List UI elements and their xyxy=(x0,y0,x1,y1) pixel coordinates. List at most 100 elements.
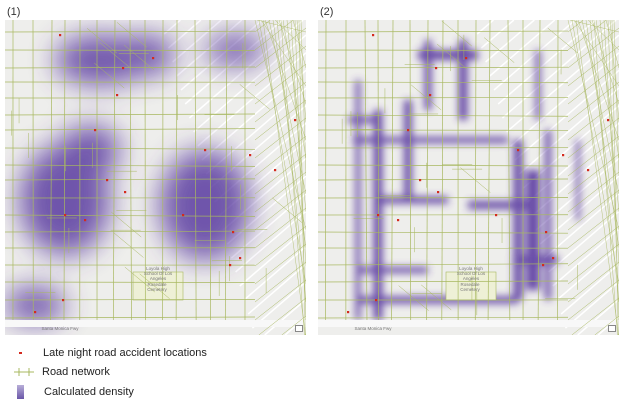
accident-point xyxy=(116,94,119,97)
road xyxy=(254,243,306,285)
road xyxy=(5,316,256,319)
freeway xyxy=(318,320,619,327)
road xyxy=(116,22,148,48)
road xyxy=(254,225,306,267)
legend-accidents: Late night road accident locations xyxy=(14,347,207,359)
panel-label-1: (1) xyxy=(7,6,21,18)
road xyxy=(391,20,394,321)
density-blob xyxy=(60,125,120,175)
freeway-label: Santa Monica Fwy xyxy=(41,326,79,331)
road xyxy=(5,66,256,69)
road xyxy=(254,153,306,195)
road xyxy=(587,20,619,51)
cemetery-area xyxy=(132,271,184,301)
road xyxy=(599,20,619,213)
road xyxy=(567,45,619,87)
accident-point xyxy=(152,57,155,60)
road xyxy=(571,20,619,285)
accident-point xyxy=(465,57,468,60)
road xyxy=(296,20,306,123)
road xyxy=(274,20,306,51)
road xyxy=(254,20,294,51)
road xyxy=(398,285,429,311)
accident-point xyxy=(62,299,65,302)
accident-point xyxy=(377,214,380,217)
accident-point xyxy=(542,264,545,267)
road xyxy=(567,153,619,195)
road xyxy=(567,225,619,267)
road xyxy=(318,114,569,117)
road xyxy=(254,45,306,87)
road xyxy=(436,43,468,70)
road xyxy=(124,266,156,293)
accident-point xyxy=(552,257,555,260)
road xyxy=(547,27,578,54)
legend-roads-label: Road network xyxy=(42,366,110,378)
road xyxy=(5,214,256,217)
road xyxy=(421,284,452,311)
road xyxy=(575,20,619,335)
road xyxy=(175,20,178,321)
road xyxy=(258,20,306,285)
accident-point xyxy=(182,214,185,217)
road xyxy=(567,189,619,231)
road xyxy=(5,128,256,131)
road xyxy=(318,97,569,99)
accident-point xyxy=(435,67,438,70)
road xyxy=(290,20,306,267)
road xyxy=(325,20,327,321)
road xyxy=(567,279,619,321)
road xyxy=(258,297,306,335)
road xyxy=(254,135,306,177)
density-swatch-icon xyxy=(17,385,24,399)
road xyxy=(63,20,66,321)
accident-point xyxy=(84,219,87,222)
road xyxy=(123,44,155,71)
road xyxy=(254,189,306,231)
accident-point xyxy=(562,154,565,157)
road xyxy=(318,66,569,69)
accident-point xyxy=(429,94,432,97)
road xyxy=(567,63,619,105)
road xyxy=(318,178,569,181)
road xyxy=(112,20,116,321)
accident-point xyxy=(106,179,109,182)
zoom-control[interactable] xyxy=(295,325,303,332)
road xyxy=(5,298,256,301)
panel-label-2: (2) xyxy=(320,6,334,18)
accident-point xyxy=(347,311,350,314)
zoom-control[interactable] xyxy=(608,325,616,332)
road xyxy=(603,20,619,267)
road-network-icon xyxy=(14,368,34,376)
density-map-network: Loyola High School Of Los Angeles Roseda… xyxy=(318,20,619,335)
road xyxy=(507,20,511,321)
accident-point xyxy=(294,119,297,122)
road xyxy=(318,280,569,283)
legend-roads: Road network xyxy=(14,366,110,378)
road xyxy=(567,20,619,231)
accident-point xyxy=(229,264,232,267)
road xyxy=(5,147,256,150)
road xyxy=(567,171,619,213)
school-label: Loyola High School Of Los Angeles xyxy=(143,266,173,281)
cemetery-label: Rosedale Cemetery xyxy=(147,282,167,292)
road xyxy=(50,20,53,321)
accident-point xyxy=(232,231,235,234)
road xyxy=(318,316,569,319)
legend-accidents-label: Late night road accident locations xyxy=(43,347,207,359)
accident-point xyxy=(59,34,62,37)
road xyxy=(300,20,306,177)
road xyxy=(194,20,197,321)
road xyxy=(426,20,429,321)
accident-point xyxy=(124,191,127,194)
road xyxy=(594,315,619,335)
road xyxy=(254,20,306,231)
density-blob xyxy=(160,150,250,260)
road xyxy=(591,20,619,105)
road xyxy=(294,20,306,321)
accident-point xyxy=(375,299,378,302)
road xyxy=(611,20,619,335)
road xyxy=(460,167,491,193)
accident-point xyxy=(249,154,252,157)
road xyxy=(593,20,618,335)
